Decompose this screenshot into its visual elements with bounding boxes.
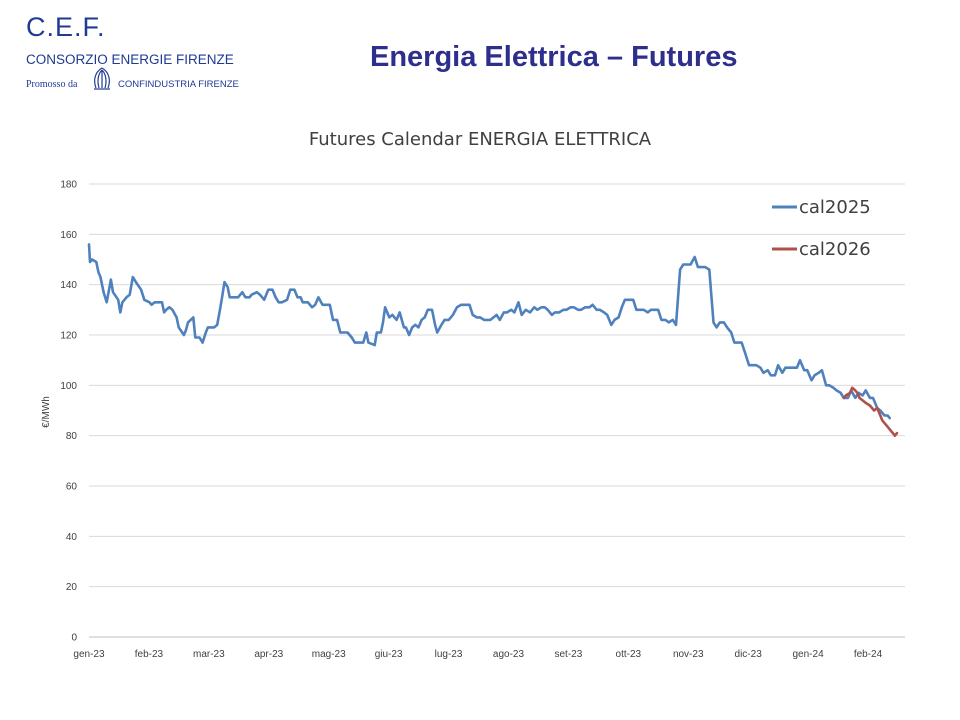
y-tick-label: 120 <box>60 331 77 342</box>
x-tick-label: giu-23 <box>375 649 403 660</box>
y-tick-label: 180 <box>60 180 77 191</box>
x-tick-label: mar-23 <box>193 649 225 660</box>
x-tick-label: feb-24 <box>854 649 883 660</box>
y-axis-ticks: 0 20 40 60 80 100 120 140 160 180 <box>60 180 77 644</box>
logo-cef-text: C.E.F. <box>26 12 106 42</box>
x-tick-label: mag-23 <box>312 649 346 660</box>
cef-logo: C.E.F. CONSORZIO ENERGIE FIRENZE Promoss… <box>24 8 284 94</box>
legend-label-cal2026: cal2026 <box>799 239 871 260</box>
y-tick-label: 80 <box>66 431 78 442</box>
x-tick-label: ott-23 <box>616 649 642 660</box>
x-axis-ticks: gen-23 feb-23 mar-23 apr-23 mag-23 giu-23 lug-… <box>73 649 882 660</box>
x-tick-label: apr-23 <box>254 649 283 660</box>
x-tick-label: feb-23 <box>135 649 164 660</box>
logo-promosso-text: Promosso da <box>26 79 78 90</box>
x-tick-label: set-23 <box>554 649 582 660</box>
x-tick-label: gen-23 <box>73 649 105 660</box>
x-tick-label: gen-24 <box>793 649 825 660</box>
logo-confindustria-text: CONFINDUSTRIA FIRENZE <box>118 79 239 90</box>
x-tick-label: lug-23 <box>435 649 463 660</box>
y-tick-label: 60 <box>66 482 78 493</box>
legend-label-cal2025: cal2025 <box>799 197 871 218</box>
chart-gridlines <box>89 183 905 638</box>
y-tick-label: 20 <box>66 582 78 593</box>
series-line-cal2026 <box>842 386 899 438</box>
page-title: Energia Elettrica – Futures <box>370 41 738 73</box>
x-tick-label: nov-23 <box>673 649 704 660</box>
chart-legend: cal2025 cal2026 <box>772 197 871 260</box>
series-line-cal2025 <box>87 243 892 420</box>
y-tick-label: 160 <box>60 230 77 241</box>
y-tick-label: 140 <box>60 280 77 291</box>
y-axis-label: €/MWh <box>41 396 52 428</box>
chart-title: Futures Calendar ENERGIA ELETTRICA <box>309 129 652 150</box>
chart-series <box>87 243 899 438</box>
y-tick-label: 100 <box>60 381 77 392</box>
y-tick-label: 0 <box>71 633 77 644</box>
logo-consorzio-text: CONSORZIO ENERGIE FIRENZE <box>26 52 234 67</box>
x-tick-label: ago-23 <box>493 649 525 660</box>
x-tick-label: dic-23 <box>735 649 763 660</box>
confindustria-emblem-icon <box>94 67 110 90</box>
y-tick-label: 40 <box>66 532 78 543</box>
